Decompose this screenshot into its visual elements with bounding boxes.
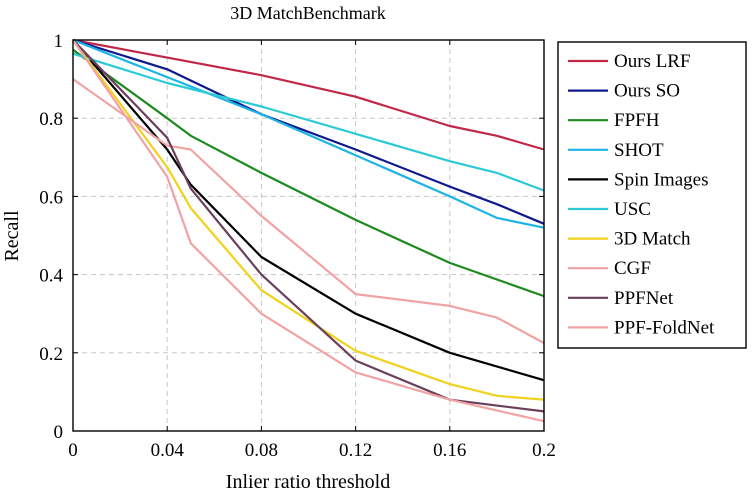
legend-label-ours-so: Ours SO	[614, 81, 680, 102]
series-line-ppf-foldnet	[72, 39, 545, 423]
series-line-ppfnet	[72, 39, 545, 413]
legend-label-ppf-foldnet: PPF-FoldNet	[614, 317, 715, 338]
axis-ticks	[72, 39, 545, 432]
x-axis-label: Inlier ratio threshold	[226, 471, 390, 490]
y-tick-label: 0.2	[39, 344, 63, 365]
y-tick-label: 0	[54, 422, 64, 443]
x-tick-labels: 0 0.04 0.08 0.12 0.16 0.2	[68, 440, 556, 461]
y-tick-label: 0.4	[39, 266, 63, 287]
series-line-ours-so	[72, 38, 545, 225]
y-tick-label: 0.6	[39, 187, 63, 208]
chart-title: 3D MatchBenchmark	[230, 3, 385, 23]
series-line-fpfh	[72, 48, 545, 298]
series-layer	[72, 38, 545, 423]
y-tick-label: 0.8	[39, 109, 63, 130]
legend-label-spin-images: Spin Images	[614, 169, 708, 190]
legend-label-fpfh: FPFH	[614, 110, 660, 131]
y-axis-label: Recall	[1, 210, 23, 262]
x-tick-label: 0.2	[532, 440, 556, 461]
legend: Ours LRF Ours SO FPFH SHOT Spin Images USC 3D …	[557, 41, 747, 349]
legend-label-3d-match: 3D Match	[614, 229, 691, 250]
series-line-shot	[72, 38, 545, 229]
legend-label-ppfnet: PPFNet	[614, 288, 674, 309]
legend-items: Ours LRF Ours SO FPFH SHOT Spin Images USC 3D …	[568, 51, 715, 338]
legend-label-shot: SHOT	[614, 140, 664, 161]
series-line-usc	[72, 52, 545, 192]
x-tick-label: 0	[68, 440, 78, 461]
series-line-3d-match	[72, 39, 545, 401]
series-line-ours-lrf	[72, 38, 545, 151]
legend-label-usc: USC	[614, 199, 651, 220]
legend-label-ours-lrf: Ours LRF	[614, 51, 691, 72]
grid	[73, 40, 544, 431]
y-tick-labels: 0 0.2 0.4 0.6 0.8 1	[39, 31, 63, 443]
plot-frame	[72, 39, 545, 432]
x-tick-label: 0.08	[245, 440, 278, 461]
y-tick-label: 1	[54, 31, 64, 52]
legend-label-cgf: CGF	[614, 258, 651, 279]
series-line-spin-images	[72, 39, 545, 382]
x-tick-label: 0.12	[339, 440, 372, 461]
x-tick-label: 0.16	[433, 440, 466, 461]
x-tick-label: 0.04	[151, 440, 185, 461]
